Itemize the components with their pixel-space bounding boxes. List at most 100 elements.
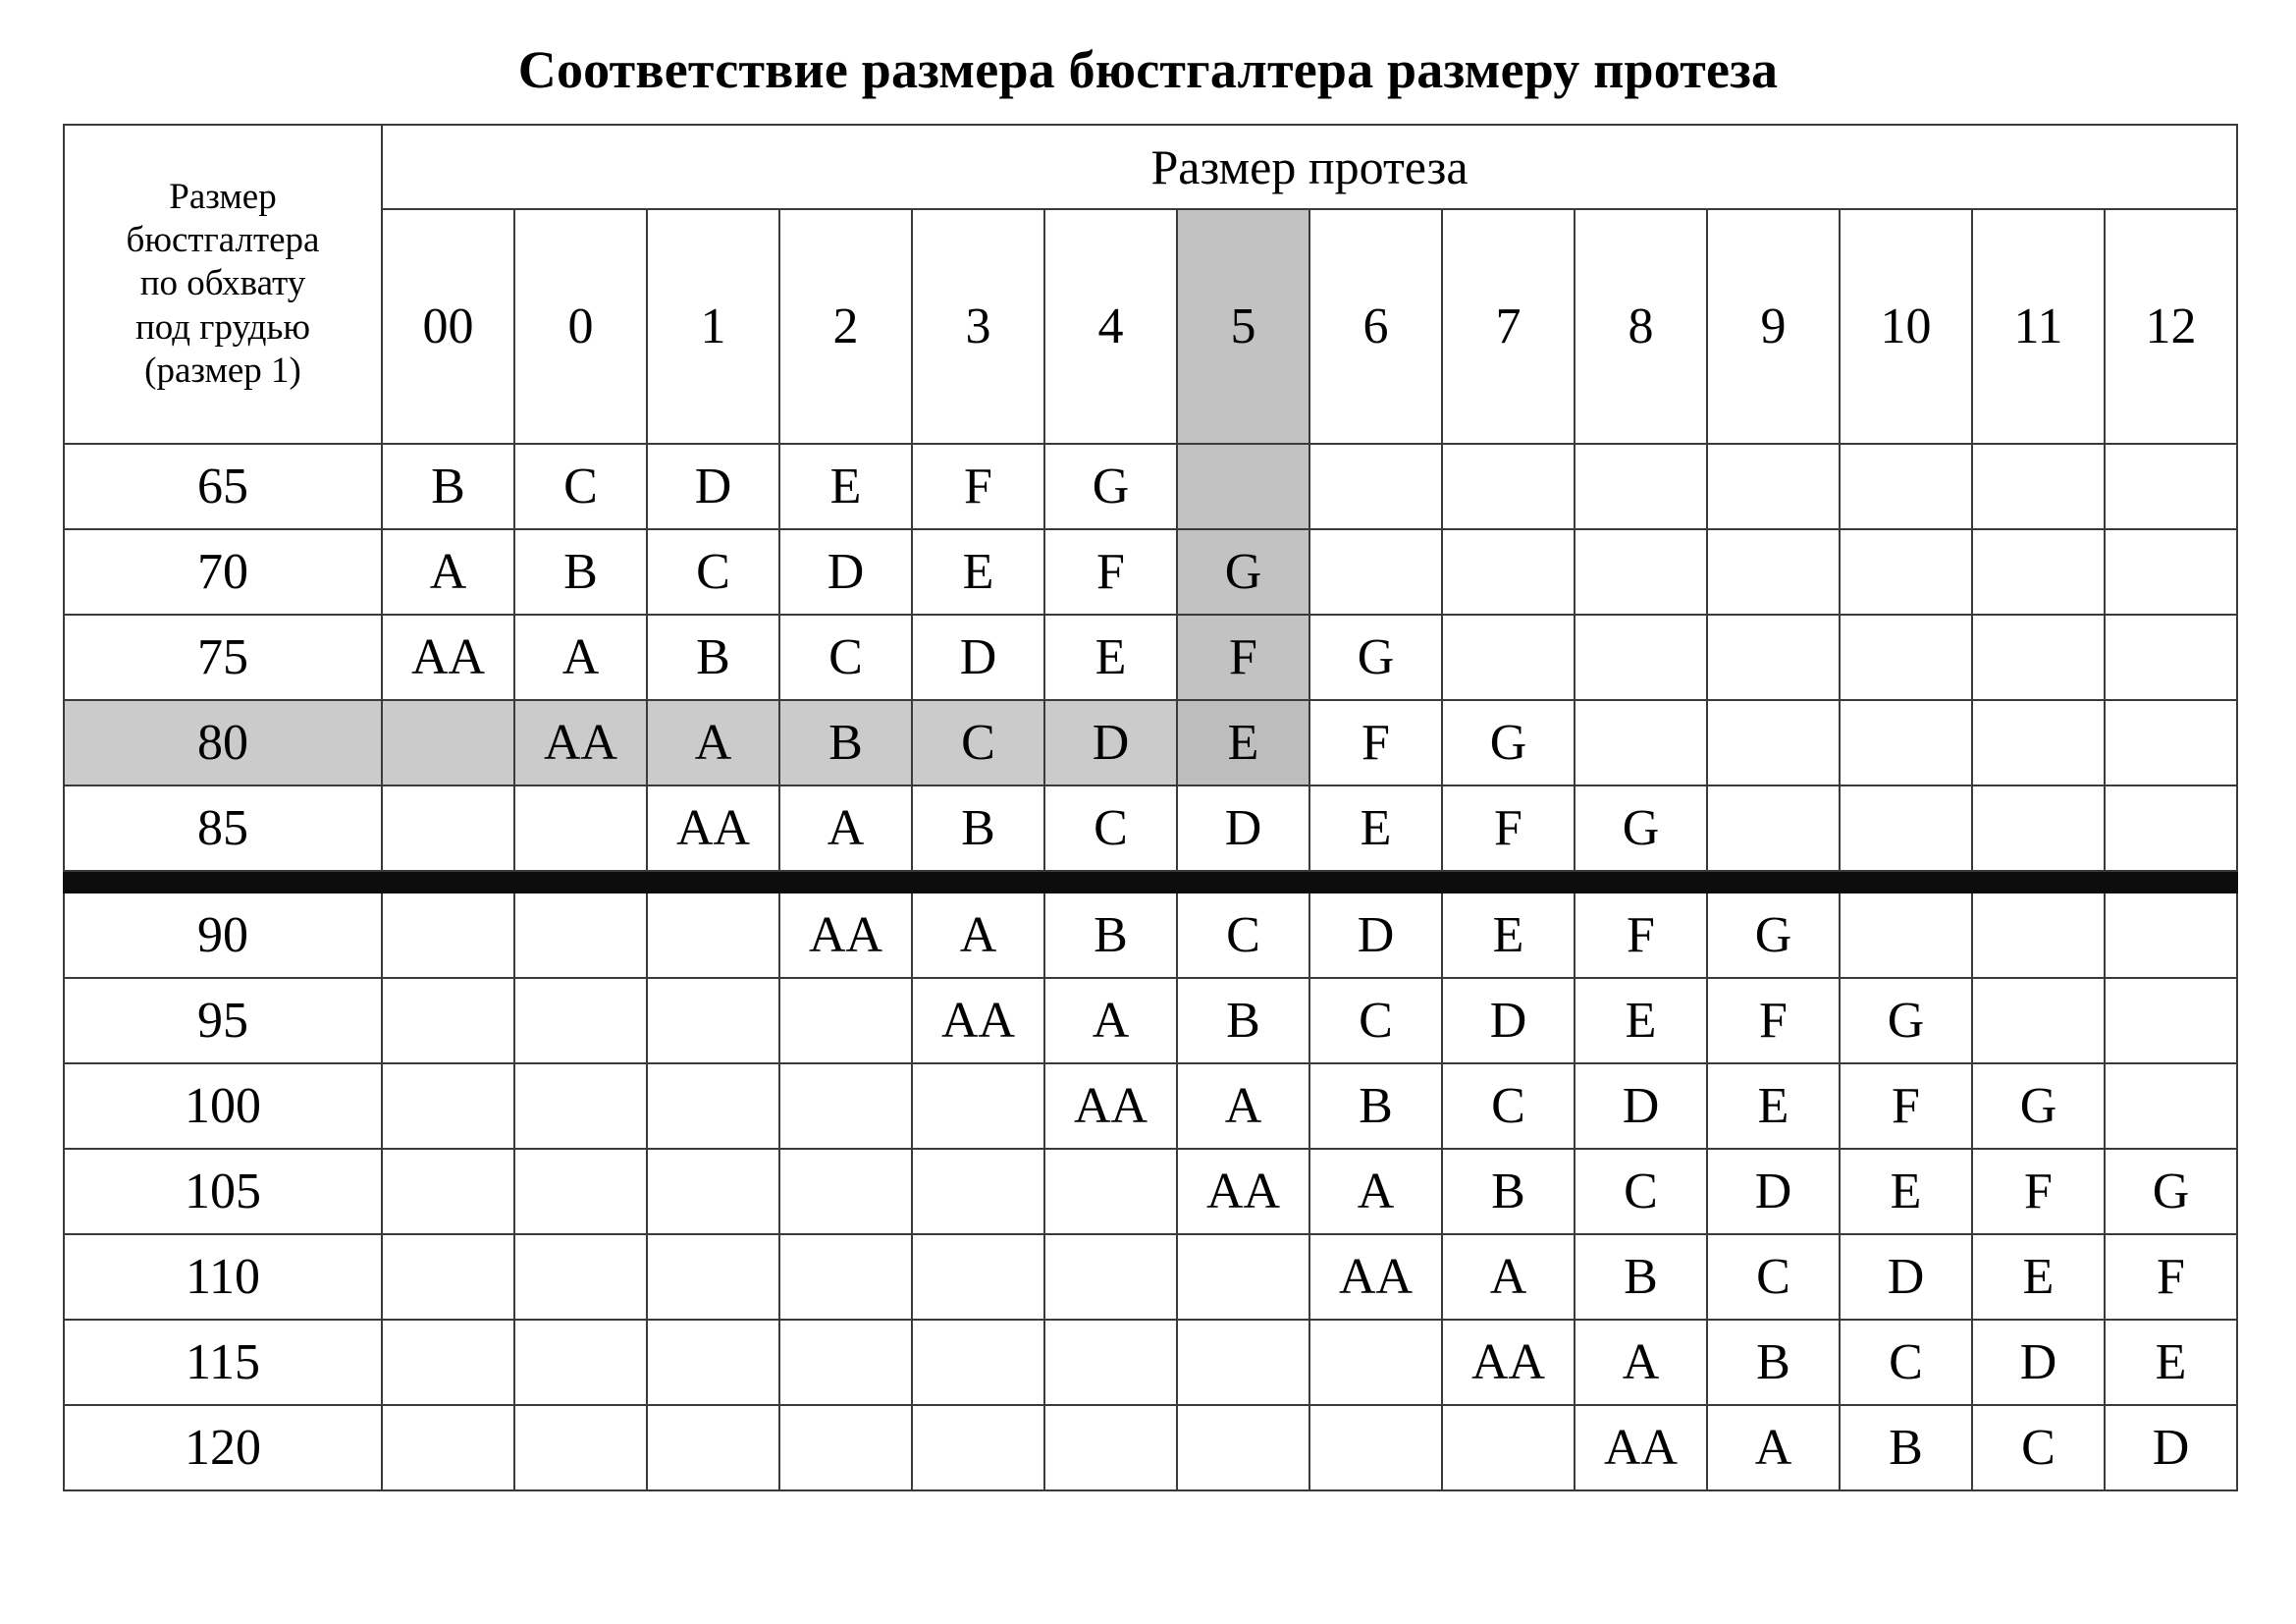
cell-120-1[interactable] xyxy=(646,1404,780,1491)
cell-110-3[interactable] xyxy=(911,1233,1045,1321)
cell-80-11[interactable] xyxy=(1971,699,2106,786)
cell-70-7[interactable] xyxy=(1441,528,1575,616)
row-label-90[interactable]: 90 xyxy=(63,892,383,979)
cell-65-2[interactable]: E xyxy=(778,443,913,530)
cell-105-0[interactable] xyxy=(513,1148,648,1235)
cell-90-00[interactable] xyxy=(381,892,515,979)
cell-85-8[interactable]: G xyxy=(1574,785,1708,872)
cell-95-12[interactable] xyxy=(2103,977,2239,1064)
cell-85-1[interactable]: AA xyxy=(646,785,780,872)
cell-115-1[interactable] xyxy=(646,1319,780,1406)
cell-105-3[interactable] xyxy=(911,1148,1045,1235)
cell-75-4[interactable]: E xyxy=(1043,614,1178,701)
row-label-105[interactable]: 105 xyxy=(63,1148,383,1235)
cell-75-3[interactable]: D xyxy=(911,614,1045,701)
cell-110-0[interactable] xyxy=(513,1233,648,1321)
cell-120-00[interactable] xyxy=(381,1404,515,1491)
cell-80-3[interactable]: C xyxy=(911,699,1045,786)
cell-105-6[interactable]: A xyxy=(1308,1148,1443,1235)
row-label-75[interactable]: 75 xyxy=(63,614,383,701)
cell-100-9[interactable]: E xyxy=(1706,1062,1841,1150)
cell-80-2[interactable]: B xyxy=(778,699,913,786)
row-label-100[interactable]: 100 xyxy=(63,1062,383,1150)
cell-75-12[interactable] xyxy=(2103,614,2239,701)
column-header-5[interactable]: 5 xyxy=(1176,208,1310,445)
cell-100-5[interactable]: A xyxy=(1176,1062,1310,1150)
cell-90-3[interactable]: A xyxy=(911,892,1045,979)
cell-115-7[interactable]: AA xyxy=(1441,1319,1575,1406)
cell-100-2[interactable] xyxy=(778,1062,913,1150)
cell-110-12[interactable]: F xyxy=(2103,1233,2239,1321)
cell-80-8[interactable] xyxy=(1574,699,1708,786)
column-header-0[interactable]: 0 xyxy=(513,208,648,445)
cell-120-2[interactable] xyxy=(778,1404,913,1491)
cell-75-8[interactable] xyxy=(1574,614,1708,701)
cell-65-7[interactable] xyxy=(1441,443,1575,530)
cell-90-12[interactable] xyxy=(2103,892,2239,979)
cell-85-7[interactable]: F xyxy=(1441,785,1575,872)
cell-115-9[interactable]: B xyxy=(1706,1319,1841,1406)
cell-65-8[interactable] xyxy=(1574,443,1708,530)
column-header-8[interactable]: 8 xyxy=(1574,208,1708,445)
cell-80-9[interactable] xyxy=(1706,699,1841,786)
cell-70-6[interactable] xyxy=(1308,528,1443,616)
cell-70-4[interactable]: F xyxy=(1043,528,1178,616)
row-label-110[interactable]: 110 xyxy=(63,1233,383,1321)
cell-95-6[interactable]: C xyxy=(1308,977,1443,1064)
cell-90-10[interactable] xyxy=(1839,892,1973,979)
cell-90-9[interactable]: G xyxy=(1706,892,1841,979)
cell-85-4[interactable]: C xyxy=(1043,785,1178,872)
cell-75-5[interactable]: F xyxy=(1176,614,1310,701)
cell-70-11[interactable] xyxy=(1971,528,2106,616)
cell-95-10[interactable]: G xyxy=(1839,977,1973,1064)
cell-85-5[interactable]: D xyxy=(1176,785,1310,872)
column-header-7[interactable]: 7 xyxy=(1441,208,1575,445)
cell-95-11[interactable] xyxy=(1971,977,2106,1064)
cell-80-12[interactable] xyxy=(2103,699,2239,786)
cell-95-2[interactable] xyxy=(778,977,913,1064)
cell-100-7[interactable]: C xyxy=(1441,1062,1575,1150)
cell-85-11[interactable] xyxy=(1971,785,2106,872)
cell-75-11[interactable] xyxy=(1971,614,2106,701)
column-header-10[interactable]: 10 xyxy=(1839,208,1973,445)
cell-120-7[interactable] xyxy=(1441,1404,1575,1491)
cell-105-5[interactable]: AA xyxy=(1176,1148,1310,1235)
row-label-80[interactable]: 80 xyxy=(63,699,383,786)
cell-100-00[interactable] xyxy=(381,1062,515,1150)
cell-65-4[interactable]: G xyxy=(1043,443,1178,530)
cell-70-00[interactable]: A xyxy=(381,528,515,616)
cell-90-5[interactable]: C xyxy=(1176,892,1310,979)
cell-105-00[interactable] xyxy=(381,1148,515,1235)
row-label-70[interactable]: 70 xyxy=(63,528,383,616)
cell-105-2[interactable] xyxy=(778,1148,913,1235)
cell-95-9[interactable]: F xyxy=(1706,977,1841,1064)
cell-70-5[interactable]: G xyxy=(1176,528,1310,616)
cell-80-1[interactable]: A xyxy=(646,699,780,786)
cell-70-8[interactable] xyxy=(1574,528,1708,616)
cell-100-8[interactable]: D xyxy=(1574,1062,1708,1150)
cell-105-4[interactable] xyxy=(1043,1148,1178,1235)
cell-75-10[interactable] xyxy=(1839,614,1973,701)
cell-95-3[interactable]: AA xyxy=(911,977,1045,1064)
cell-70-2[interactable]: D xyxy=(778,528,913,616)
cell-85-00[interactable] xyxy=(381,785,515,872)
cell-80-5[interactable]: E xyxy=(1176,699,1310,786)
cell-110-2[interactable] xyxy=(778,1233,913,1321)
cell-80-00[interactable] xyxy=(381,699,515,786)
cell-80-10[interactable] xyxy=(1839,699,1973,786)
cell-120-4[interactable] xyxy=(1043,1404,1178,1491)
cell-75-9[interactable] xyxy=(1706,614,1841,701)
cell-120-8[interactable]: AA xyxy=(1574,1404,1708,1491)
cell-105-10[interactable]: E xyxy=(1839,1148,1973,1235)
cell-95-8[interactable]: E xyxy=(1574,977,1708,1064)
column-header-4[interactable]: 4 xyxy=(1043,208,1178,445)
cell-65-1[interactable]: D xyxy=(646,443,780,530)
column-header-11[interactable]: 11 xyxy=(1971,208,2106,445)
cell-65-12[interactable] xyxy=(2103,443,2239,530)
column-header-2[interactable]: 2 xyxy=(778,208,913,445)
cell-105-9[interactable]: D xyxy=(1706,1148,1841,1235)
cell-80-4[interactable]: D xyxy=(1043,699,1178,786)
cell-75-00[interactable]: AA xyxy=(381,614,515,701)
cell-65-9[interactable] xyxy=(1706,443,1841,530)
column-header-9[interactable]: 9 xyxy=(1706,208,1841,445)
